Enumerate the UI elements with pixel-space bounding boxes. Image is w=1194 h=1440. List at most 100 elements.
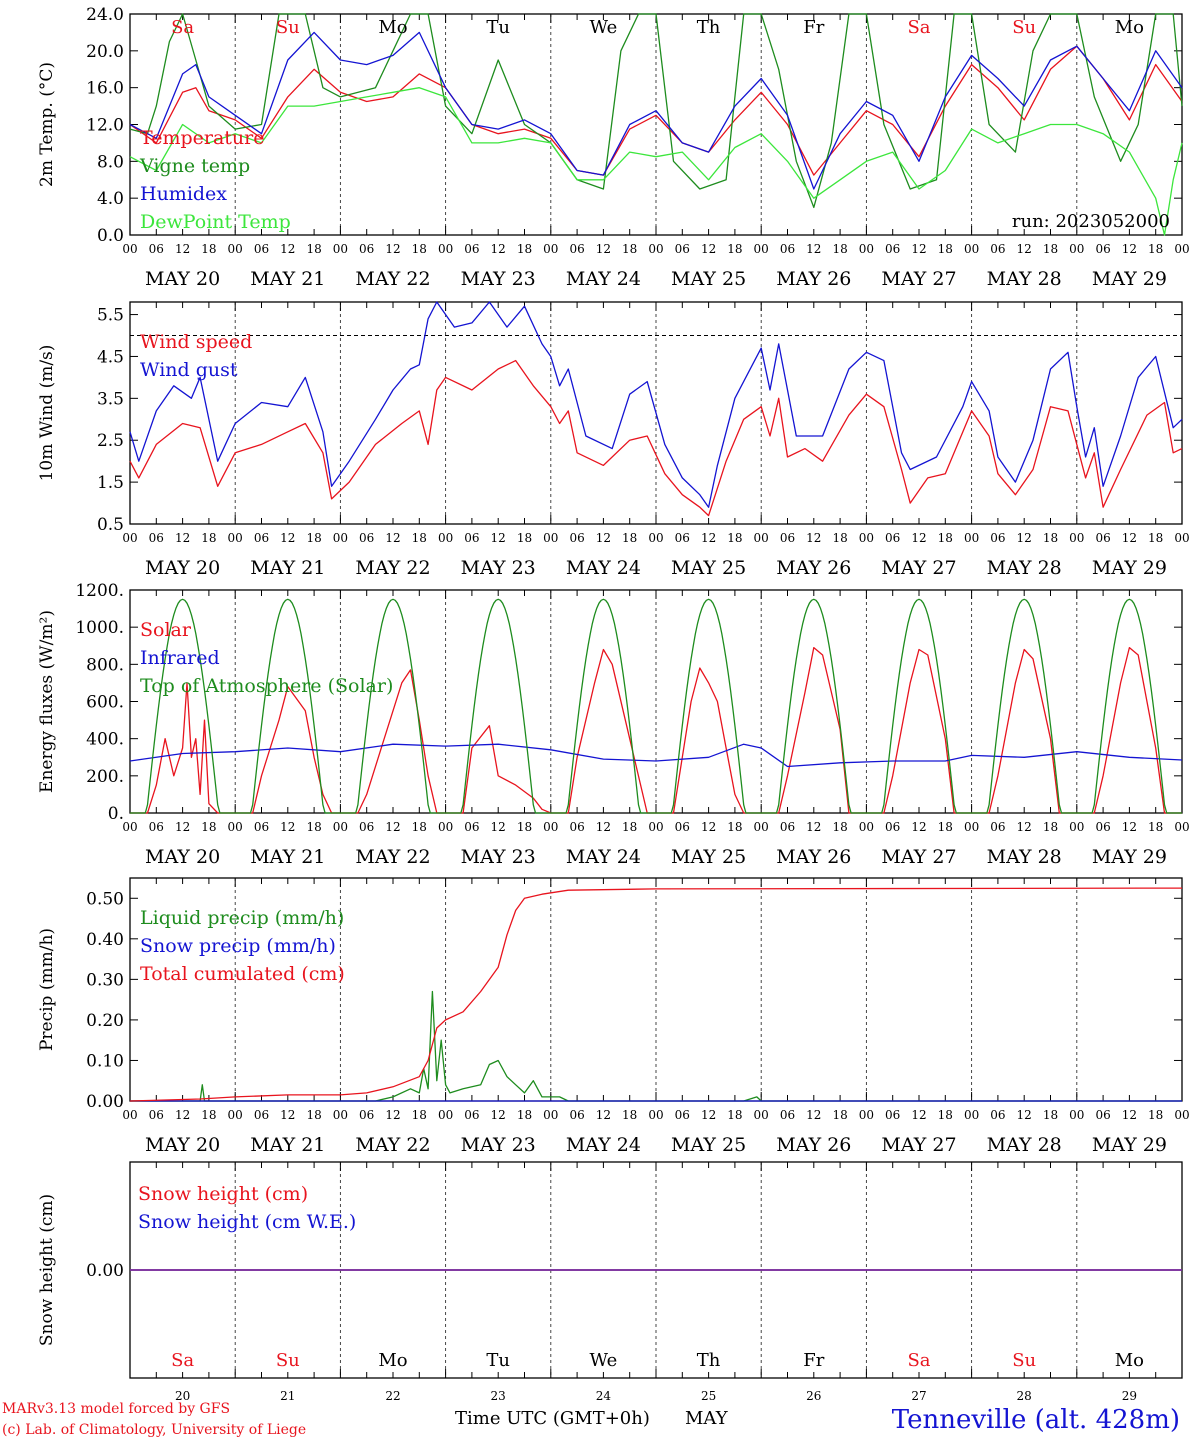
date-label: MAY 26	[776, 557, 851, 579]
date-label: MAY 26	[776, 268, 851, 290]
hour-label: 18	[201, 531, 216, 545]
hour-label: 12	[806, 242, 821, 256]
hour-label: 18	[832, 531, 847, 545]
day-number: 26	[806, 1389, 821, 1403]
hour-label: 12	[175, 242, 190, 256]
date-label: MAY 24	[566, 557, 641, 579]
hour-label: 06	[464, 820, 479, 834]
weekday-label: Su	[1012, 1350, 1036, 1371]
hour-label: 00	[754, 242, 769, 256]
hour-label: 06	[1095, 820, 1110, 834]
series-line-top-of-atmosphere-solar-	[130, 598, 1182, 814]
date-label: MAY 25	[671, 557, 746, 579]
hour-label: 06	[149, 820, 164, 834]
hour-label: 12	[491, 242, 506, 256]
hour-label: 12	[280, 531, 295, 545]
hour-label: 18	[727, 1108, 742, 1122]
hour-label: 18	[412, 1108, 427, 1122]
hour-label: 06	[675, 1108, 690, 1122]
hour-label: 06	[359, 531, 374, 545]
hour-label: 00	[648, 820, 663, 834]
date-label: MAY 20	[145, 846, 220, 868]
hour-label: 00	[964, 820, 979, 834]
hour-label: 00	[1174, 531, 1189, 545]
series-line-dewpoint-temp	[129, 87, 1183, 236]
y-tick-label: 16.0	[86, 79, 124, 99]
date-label: MAY 21	[250, 1134, 325, 1156]
date-label: MAY 24	[566, 268, 641, 290]
hour-label: 12	[1017, 820, 1032, 834]
weekday-label: Mo	[1115, 1350, 1144, 1371]
legend-entry: DewPoint Temp	[140, 211, 291, 233]
hour-label: 00	[438, 1108, 453, 1122]
date-label: MAY 29	[1092, 268, 1167, 290]
y-axis-title: 2m Temp. (°C)	[37, 62, 57, 187]
hour-label: 00	[228, 1108, 243, 1122]
hour-label: 06	[464, 1108, 479, 1122]
day-number: 22	[385, 1389, 400, 1403]
hour-label: 18	[1148, 531, 1163, 545]
hour-label: 12	[596, 1108, 611, 1122]
hour-label: 00	[754, 531, 769, 545]
hour-label: 06	[359, 1108, 374, 1122]
hour-label: 18	[938, 242, 953, 256]
hour-label: 18	[622, 531, 637, 545]
y-tick-label: 24.0	[86, 5, 124, 25]
legend-entry: Snow height (cm W.E.)	[138, 1211, 356, 1233]
hour-label: 00	[122, 820, 137, 834]
y-tick-label: 5.5	[97, 306, 124, 326]
hour-label: 00	[333, 1108, 348, 1122]
legend-entry: Temperature	[140, 127, 264, 149]
hour-label: 18	[306, 1108, 321, 1122]
month-label: MAY	[685, 1408, 729, 1429]
hour-label: 18	[412, 242, 427, 256]
panel-precip: 0.00 0.10 0.20 0.30 0.40 0.50 Precip (mm/h) Liq…	[37, 877, 1190, 1156]
hour-label: 18	[1148, 820, 1163, 834]
hour-label: 00	[859, 1108, 874, 1122]
hour-label: 00	[333, 820, 348, 834]
hour-label: 18	[517, 531, 532, 545]
hour-label: 00	[859, 820, 874, 834]
hour-label: 18	[201, 1108, 216, 1122]
date-label: MAY 27	[881, 846, 956, 868]
series-line-solar	[130, 646, 1182, 814]
date-label: MAY 23	[461, 1134, 536, 1156]
legend-entry: Solar	[140, 619, 192, 641]
hour-label: 00	[754, 820, 769, 834]
hour-label: 06	[569, 242, 584, 256]
hour-label: 06	[780, 242, 795, 256]
hour-label: 12	[175, 1108, 190, 1122]
hour-label: 00	[1174, 242, 1189, 256]
hour-label: 06	[990, 1108, 1005, 1122]
hour-label: 00	[859, 531, 874, 545]
weekday-label: We	[590, 1350, 618, 1371]
panel-temperature: 0.0 4.0 8.0 12.0 16.0 20.0 24.0 2m Temp. (°C) Te…	[37, 5, 1190, 290]
series-line-temperature	[129, 45, 1183, 176]
hour-label: 06	[464, 242, 479, 256]
hour-label: 12	[806, 531, 821, 545]
hour-label: 12	[596, 531, 611, 545]
hour-label: 18	[938, 1108, 953, 1122]
hour-label: 12	[1017, 531, 1032, 545]
hour-label: 06	[359, 820, 374, 834]
legend-entry: Wind gust	[140, 359, 238, 381]
hour-label: 12	[701, 531, 716, 545]
date-label: MAY 29	[1092, 1134, 1167, 1156]
hour-label: 06	[1095, 531, 1110, 545]
legend-entry: Vigne temp	[139, 155, 250, 177]
hour-label: 06	[780, 531, 795, 545]
day-number: 28	[1017, 1389, 1032, 1403]
hour-label: 00	[438, 820, 453, 834]
y-tick-label: 1200.	[75, 581, 124, 601]
hour-label: 18	[622, 820, 637, 834]
hour-label: 12	[1017, 242, 1032, 256]
hour-label: 12	[911, 242, 926, 256]
date-label: MAY 27	[881, 1134, 956, 1156]
hour-label: 06	[675, 531, 690, 545]
hour-label: 12	[1122, 531, 1137, 545]
plot-frame	[129, 589, 1183, 814]
y-tick-label: 0.40	[86, 930, 124, 950]
location-label: Tenneville (alt. 428m)	[892, 1405, 1180, 1435]
hour-label: 00	[754, 1108, 769, 1122]
hour-label: 00	[543, 242, 558, 256]
